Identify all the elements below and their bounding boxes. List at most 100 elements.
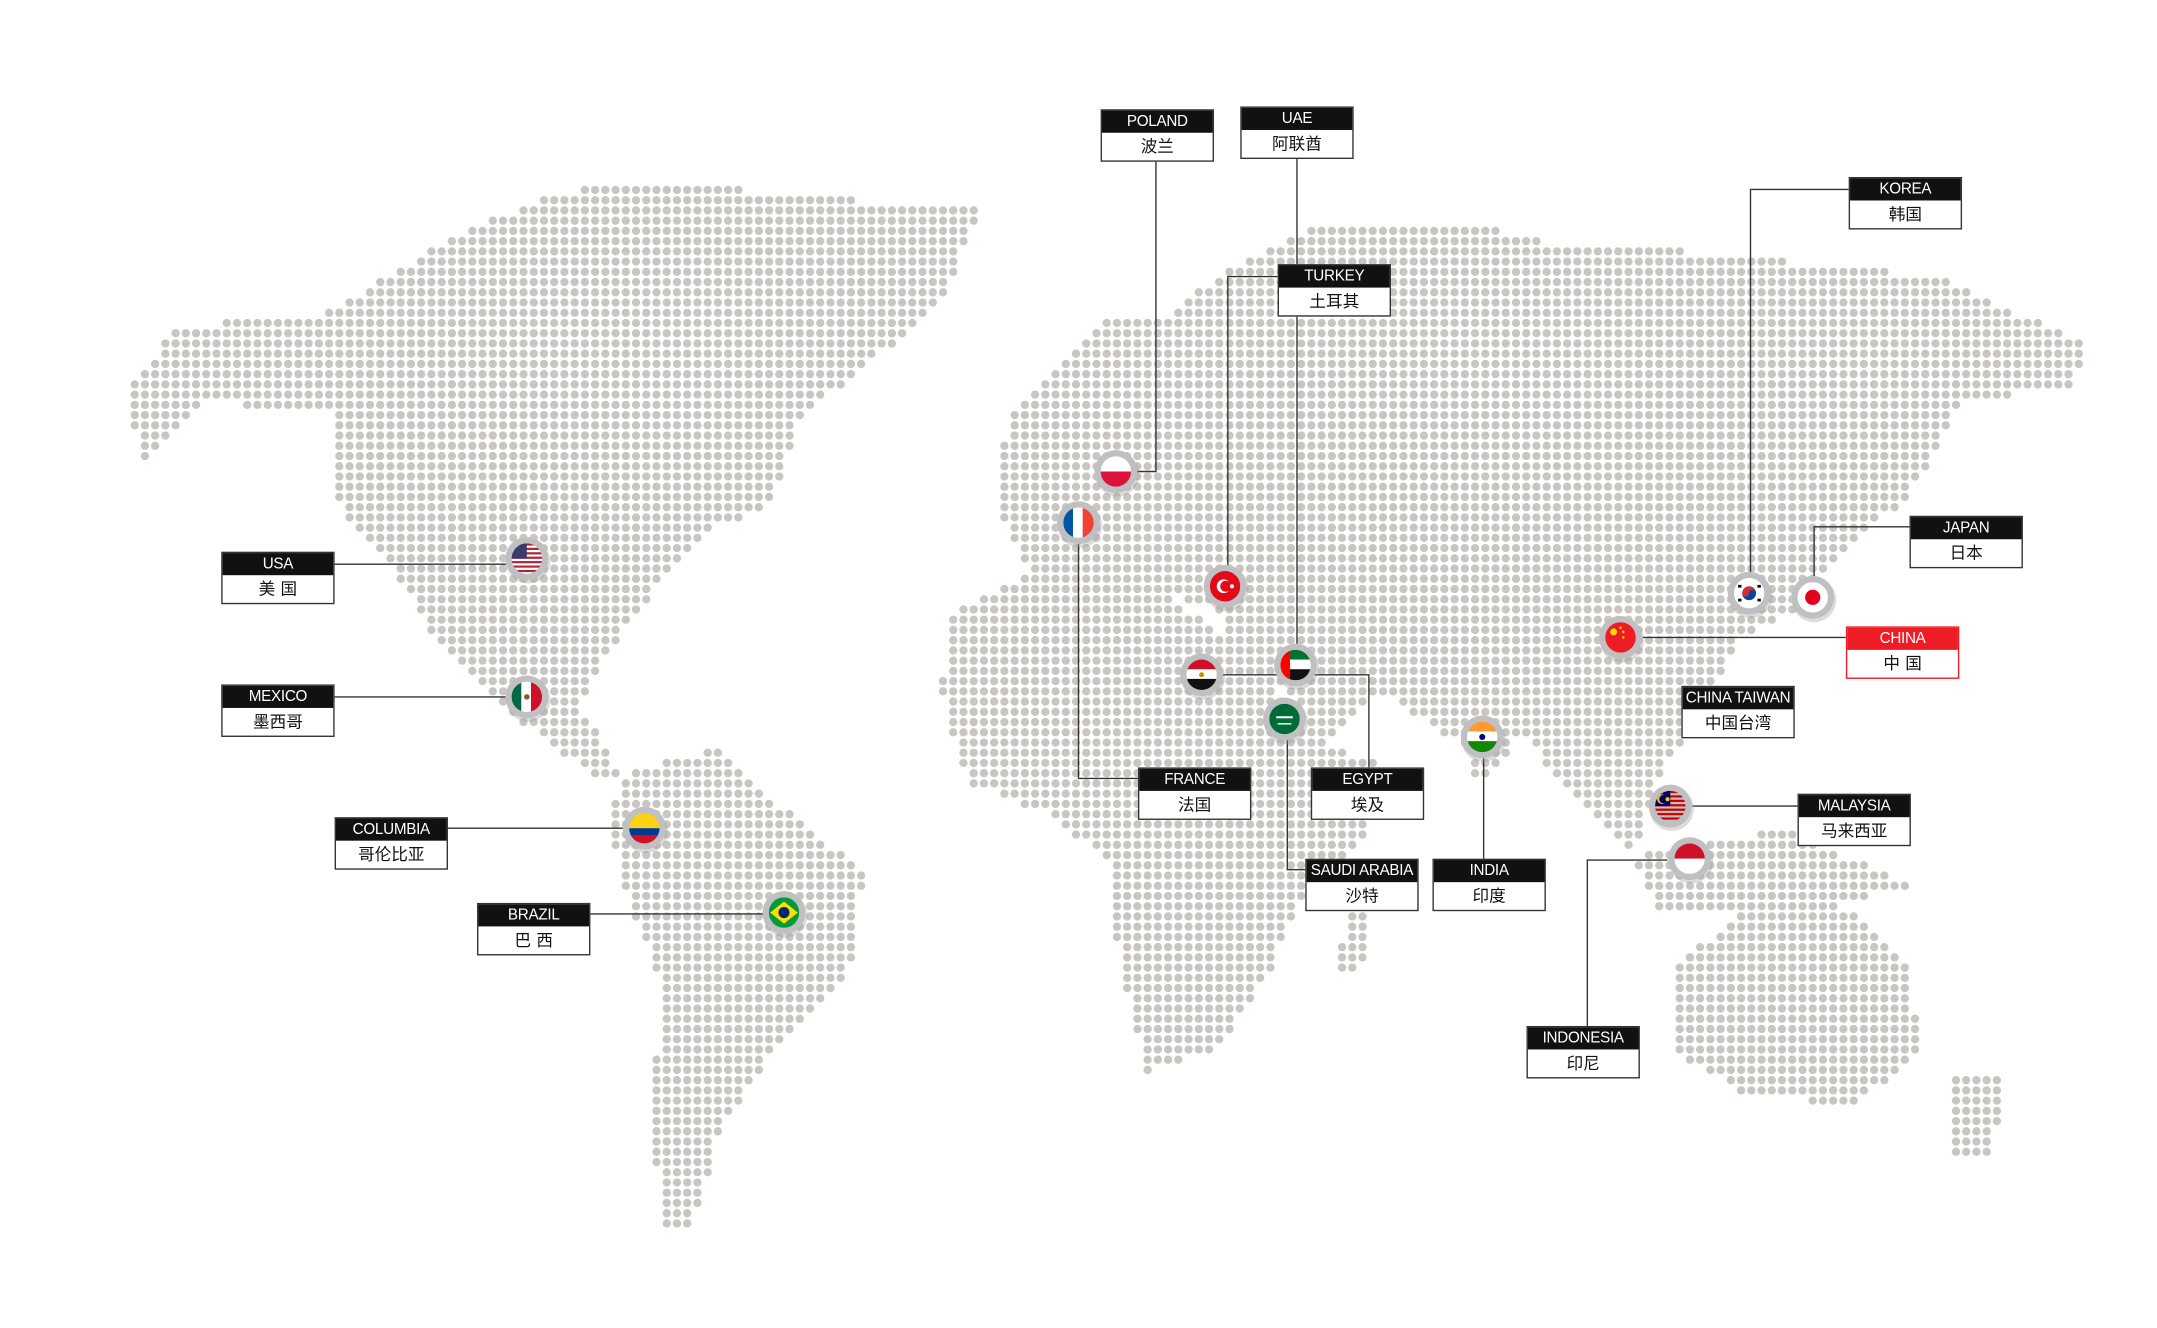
map-dot	[161, 431, 170, 440]
map-dot	[1409, 380, 1418, 389]
map-dot	[580, 185, 590, 195]
map-dot	[611, 431, 620, 440]
map-dot	[1061, 472, 1070, 481]
map-dot	[488, 400, 497, 410]
map-dot	[1225, 390, 1234, 399]
map-dot	[1470, 359, 1480, 369]
map-dot	[1563, 482, 1572, 491]
map-dot	[1726, 288, 1736, 297]
map-dot	[652, 236, 661, 246]
map-dot	[1419, 267, 1429, 276]
map-dot	[2043, 380, 2053, 389]
map-dot	[1378, 359, 1388, 369]
map-dot	[683, 441, 692, 450]
map-dot	[447, 236, 457, 246]
map-dot	[1634, 267, 1643, 276]
map-dot	[652, 185, 661, 195]
map-dot	[1112, 400, 1122, 410]
map-dot	[406, 584, 416, 594]
map-dot	[1470, 492, 1480, 502]
map-dot	[856, 216, 866, 225]
map-dot	[1286, 329, 1296, 338]
map-dot	[979, 595, 989, 604]
map-dot	[1736, 564, 1746, 573]
map-dot	[621, 206, 630, 215]
map-dot	[1563, 503, 1572, 512]
map-dot	[171, 349, 180, 358]
map-dot	[1859, 503, 1869, 512]
map-dot	[662, 339, 671, 348]
map-dot	[672, 216, 682, 225]
map-dot	[1358, 462, 1367, 471]
map-dot	[1634, 247, 1643, 256]
map-dot	[355, 349, 364, 358]
map-dot	[1542, 298, 1551, 307]
map-dot	[1849, 370, 1858, 379]
map-dot	[693, 431, 702, 440]
map-dot	[1102, 339, 1111, 348]
map-dot	[1491, 318, 1500, 328]
map-dot	[1829, 277, 1838, 287]
map-dot	[1082, 574, 1091, 583]
map-dot	[376, 329, 385, 338]
map-dot	[478, 441, 487, 450]
map-dot	[734, 410, 743, 420]
map-dot	[376, 288, 385, 297]
map-dot	[856, 236, 866, 246]
map-dot	[1460, 329, 1469, 338]
map-dot	[723, 513, 733, 522]
map-dot	[437, 595, 446, 604]
map-dot	[396, 267, 405, 276]
map-dot	[386, 523, 395, 532]
map-dot	[1747, 308, 1756, 317]
map-dot	[1757, 441, 1766, 450]
map-dot	[1481, 247, 1490, 256]
map-dot	[570, 595, 579, 604]
map-dot	[1092, 400, 1101, 410]
map-dot	[1726, 462, 1736, 471]
map-dot	[498, 359, 508, 369]
map-dot	[1327, 451, 1336, 461]
map-dot	[1296, 359, 1306, 369]
map-dot	[447, 472, 457, 481]
map-dot	[1491, 257, 1500, 266]
map-dot	[826, 226, 835, 236]
map-dot	[1603, 298, 1613, 307]
map-dot	[1225, 441, 1234, 450]
map-dot	[1133, 533, 1142, 543]
map-dot	[509, 523, 518, 532]
map-dot	[284, 390, 293, 399]
map-dot	[376, 441, 385, 450]
map-dot	[386, 390, 395, 399]
map-dot	[1522, 462, 1531, 471]
map-dot	[580, 390, 590, 399]
map-dot	[1818, 339, 1828, 348]
map-dot	[1204, 339, 1214, 348]
map-dot	[1542, 523, 1551, 532]
map-dot	[1389, 492, 1398, 502]
map-dot	[734, 247, 743, 256]
map-dot	[1573, 247, 1582, 256]
map-dot	[1429, 277, 1439, 287]
map-dot	[1665, 339, 1674, 348]
map-dot	[672, 482, 682, 491]
map-dot	[1245, 339, 1255, 348]
map-dot	[519, 257, 528, 266]
map-dot	[539, 380, 549, 389]
map-dot	[744, 482, 753, 491]
map-dot	[1194, 390, 1203, 399]
map-dot	[1849, 390, 1858, 399]
map-dot	[1501, 339, 1510, 348]
map-dot	[1235, 472, 1244, 481]
map-dot	[294, 359, 303, 369]
map-dot	[1808, 451, 1817, 461]
map-dot	[1706, 543, 1715, 553]
map-dot	[683, 226, 692, 236]
map-dot	[529, 472, 538, 481]
map-dot	[754, 298, 763, 307]
map-dot	[1123, 380, 1132, 389]
map-dot	[509, 257, 518, 266]
map-dot	[723, 400, 733, 410]
map-dot	[1573, 564, 1582, 573]
map-dot	[1614, 574, 1623, 583]
